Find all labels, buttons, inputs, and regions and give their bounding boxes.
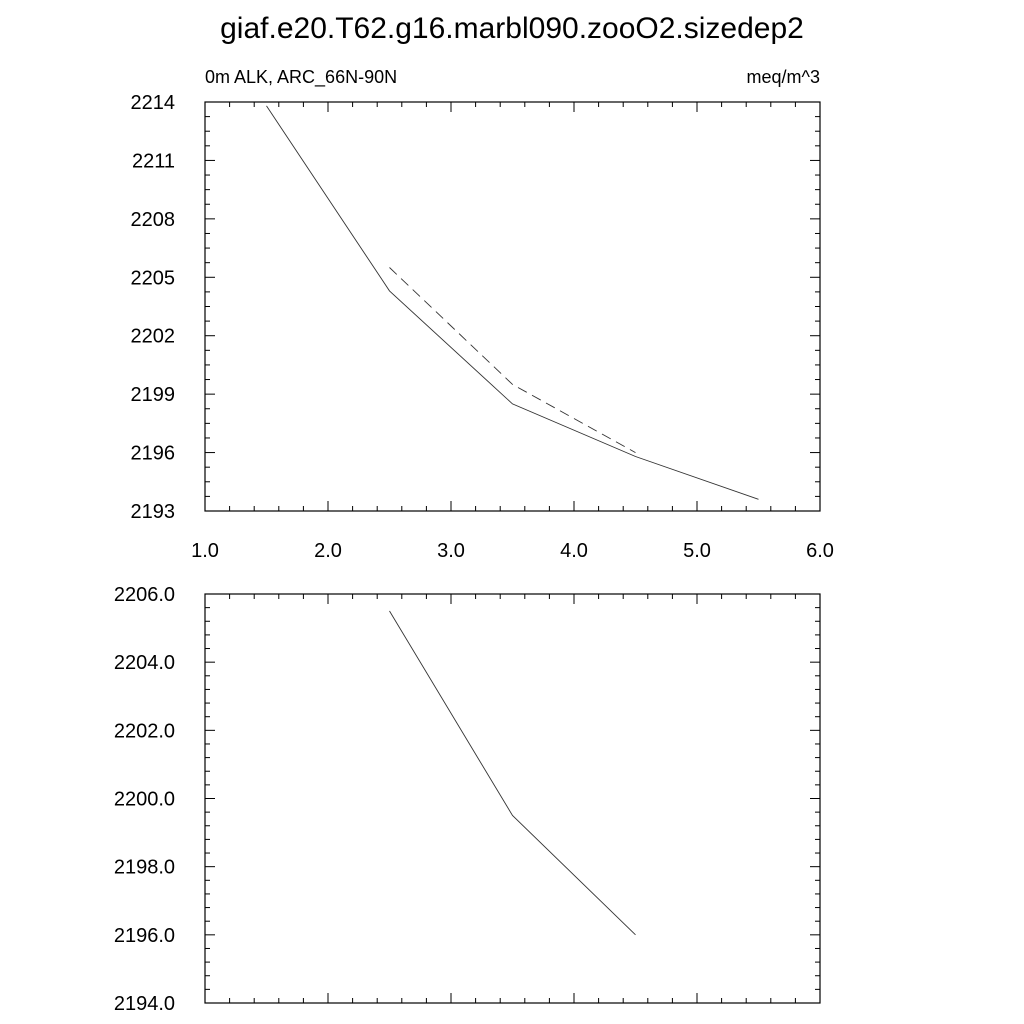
top-panel-tick-marks <box>204 101 821 512</box>
y-tick-label: 2196.0 <box>114 925 175 947</box>
top-panel-series-line-solid <box>266 105 759 500</box>
top-panel: 0m ALK, ARC_66N-90N meq/m^3 2193 2196 2199… <box>131 67 834 562</box>
x-tick-label: 2.0 <box>314 540 342 562</box>
x-tick-label: 5.0 <box>683 540 711 562</box>
x-tick-label: 6.0 <box>806 540 834 562</box>
x-tick-label: 1.0 <box>191 540 219 562</box>
top-panel-series-lines <box>266 105 759 500</box>
y-tick-label: 2208 <box>131 209 176 231</box>
y-tick-label: 2193 <box>131 501 176 523</box>
x-tick-label: 4.0 <box>560 540 588 562</box>
bottom-panel: 2194.0 2196.0 2198.0 2200.0 2202.0 2204.0 2206… <box>114 584 821 1015</box>
x-tick-label: 3.0 <box>437 540 465 562</box>
y-tick-label: 2211 <box>132 150 175 172</box>
bottom-panel-series-lines <box>389 610 636 936</box>
bottom-panel-series-line-solid <box>389 610 636 936</box>
y-tick-label: 2198.0 <box>114 857 175 879</box>
y-tick-label: 2196 <box>131 443 176 465</box>
y-tick-label: 2206.0 <box>114 584 175 606</box>
top-panel-left-label: 0m ALK, ARC_66N-90N <box>205 67 397 88</box>
y-tick-label: 2205 <box>131 267 176 289</box>
y-tick-label: 2202 <box>131 326 176 348</box>
y-tick-label: 2202.0 <box>114 720 175 742</box>
y-tick-label: 2204.0 <box>114 652 175 674</box>
top-panel-units-label: meq/m^3 <box>747 67 820 87</box>
figure-title: giaf.e20.T62.g16.marbl090.zooO2.sizedep2 <box>220 12 804 45</box>
top-panel-plot-frame <box>204 101 821 512</box>
top-panel-y-tick-labels: 2193 2196 2199 2202 2205 2208 2211 2214 <box>131 92 176 523</box>
top-panel-x-tick-labels: 1.0 2.0 3.0 4.0 5.0 6.0 <box>191 540 834 562</box>
y-tick-label: 2200.0 <box>114 789 175 811</box>
y-tick-label: 2214 <box>131 92 176 114</box>
bottom-panel-y-tick-labels: 2194.0 2196.0 2198.0 2200.0 2202.0 2204.0 2206… <box>114 584 175 1015</box>
bottom-panel-tick-marks <box>204 593 821 1004</box>
y-tick-label: 2199 <box>131 384 176 406</box>
y-tick-label: 2194.0 <box>114 993 175 1015</box>
top-panel-series-line-dashed <box>389 267 636 453</box>
bottom-panel-plot-frame <box>204 593 821 1004</box>
